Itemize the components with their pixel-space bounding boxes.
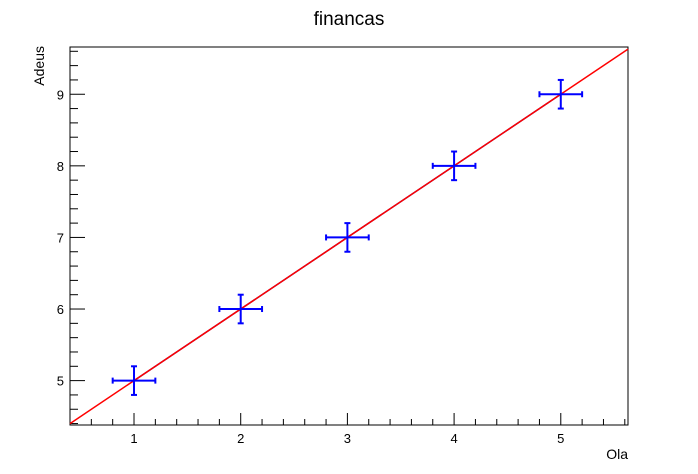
plot-frame — [69, 46, 629, 426]
y-tick-label: 8 — [57, 159, 64, 174]
series-lines — [69, 48, 629, 425]
y-tick-label: 5 — [57, 374, 64, 389]
y-tick-label: 7 — [57, 230, 64, 245]
x-axis-label: Ola — [606, 446, 628, 462]
x-tick-label: 4 — [450, 431, 457, 446]
y-axis: 5 6 7 8 9 — [57, 50, 85, 425]
x-tick-label: 5 — [557, 431, 564, 446]
y-tick-label: 6 — [57, 302, 64, 317]
data-point — [538, 78, 584, 110]
x-tick-label: 3 — [344, 431, 351, 446]
x-tick-label: 1 — [130, 431, 137, 446]
x-tick-label: 2 — [237, 431, 244, 446]
data-point — [218, 293, 264, 325]
data-point — [111, 365, 157, 396]
data-points — [111, 78, 584, 396]
y-tick-label: 9 — [57, 87, 64, 102]
data-point — [431, 150, 477, 182]
fit-line — [69, 48, 629, 425]
y-axis-label: Adeus — [31, 46, 47, 86]
x-axis: 1 2 3 4 5 — [69, 413, 626, 446]
chart-title: financas — [314, 9, 385, 30]
data-point — [325, 222, 370, 253]
